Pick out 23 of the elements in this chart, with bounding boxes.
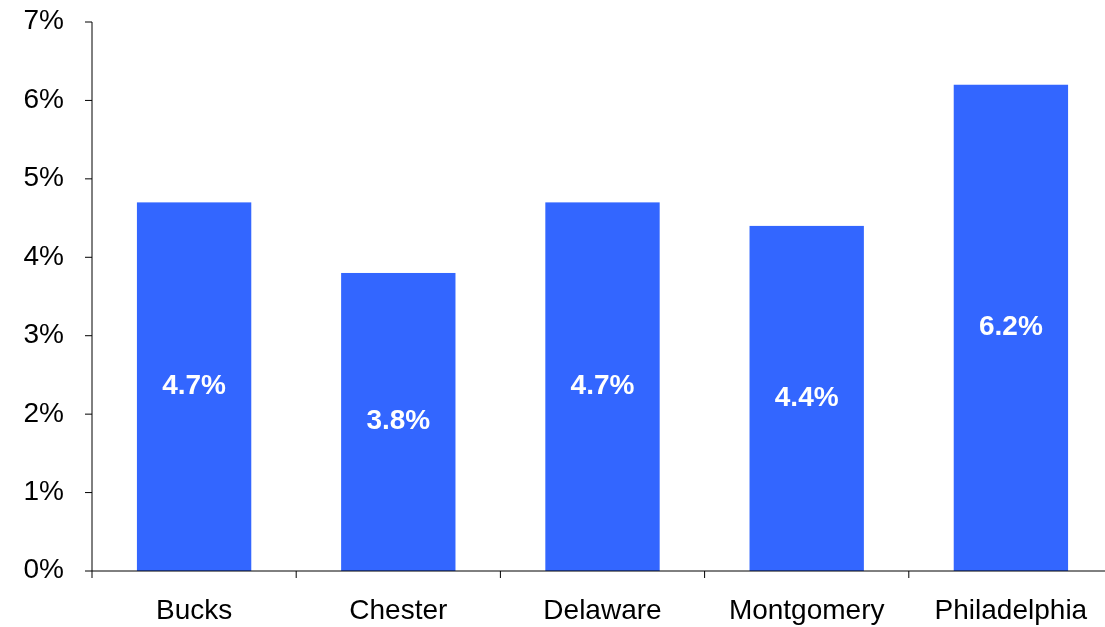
x-tick-label: Delaware [543,594,662,625]
x-tick-label: Montgomery [728,594,885,625]
x-tick-label: Bucks [155,594,233,625]
y-tick-label: 1% [23,474,64,506]
data-label: 4.7% [570,369,635,401]
y-tick-label: 2% [23,396,64,428]
data-label: 4.7% [162,369,227,401]
y-tick-label: 7% [23,4,64,36]
bar [136,202,252,571]
y-tick-label: 5% [23,161,64,193]
data-label: 4.4% [774,380,839,412]
bar [341,272,456,571]
y-tick-label: 3% [23,318,64,350]
x-tick-label: Chester [349,594,448,625]
y-tick-label: 6% [23,82,64,114]
data-label: 3.8% [366,404,431,436]
bar [749,225,864,571]
x-tick-label: Philadelphia [934,594,1088,625]
bar [953,84,1069,571]
data-label: 6.2% [978,310,1043,342]
y-tick-label: 0% [23,553,64,585]
bar [545,202,660,571]
y-tick-label: 4% [23,239,64,271]
